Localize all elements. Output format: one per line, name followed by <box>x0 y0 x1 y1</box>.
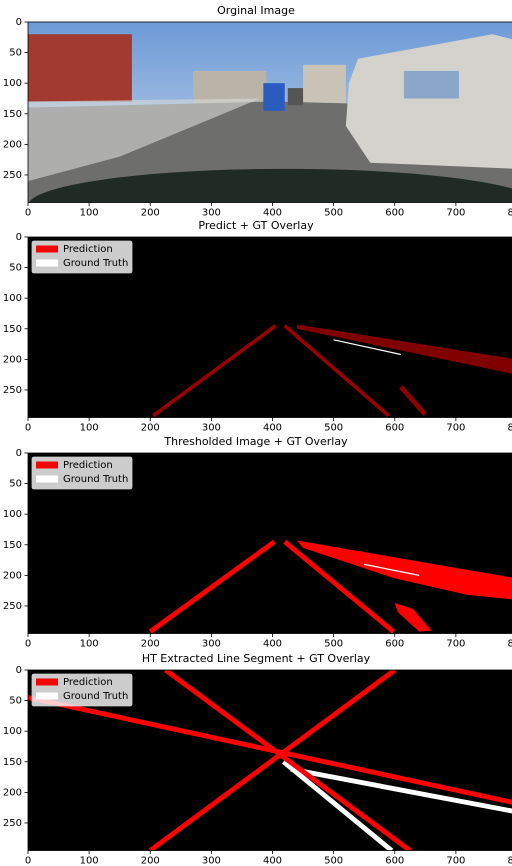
x-tick-label: 300 <box>202 856 221 866</box>
legend-label: Ground Truth <box>63 258 128 269</box>
x-tick-label: 800 <box>507 423 512 434</box>
y-tick-label: 50 <box>9 48 22 59</box>
x-tick-label: 500 <box>324 423 343 434</box>
x-tick-label: 600 <box>385 856 404 866</box>
figure: Orginal Image010020030040050060070080005… <box>0 0 512 866</box>
legend-swatch <box>36 260 58 267</box>
y-tick-label: 250 <box>3 818 22 829</box>
x-tick-label: 400 <box>263 856 282 866</box>
x-tick-label: 400 <box>263 423 282 434</box>
x-tick-label: 200 <box>141 639 160 650</box>
y-tick-label: 100 <box>3 509 22 520</box>
y-tick-label: 150 <box>3 324 22 335</box>
x-tick-label: 800 <box>507 856 512 866</box>
x-tick-label: 600 <box>385 639 404 650</box>
y-tick-label: 100 <box>3 78 22 89</box>
y-tick-label: 0 <box>16 232 22 243</box>
x-tick-label: 300 <box>202 639 221 650</box>
x-tick-label: 400 <box>263 639 282 650</box>
x-tick-label: 500 <box>324 208 343 219</box>
y-tick-label: 250 <box>3 601 22 612</box>
x-tick-label: 100 <box>80 856 99 866</box>
legend-label: Prediction <box>63 244 113 255</box>
x-tick-label: 0 <box>25 423 31 434</box>
x-tick-label: 200 <box>141 208 160 219</box>
x-tick-label: 300 <box>202 208 221 219</box>
legend-label: Ground Truth <box>63 474 128 485</box>
chart-title: Thresholded Image + GT Overlay <box>163 435 348 448</box>
legend-swatch <box>36 462 58 469</box>
x-tick-label: 800 <box>507 639 512 650</box>
chart-title: Orginal Image <box>217 4 295 17</box>
y-tick-label: 200 <box>3 354 22 365</box>
x-tick-label: 500 <box>324 639 343 650</box>
x-tick-label: 600 <box>385 423 404 434</box>
legend-label: Prediction <box>63 677 113 688</box>
x-tick-label: 700 <box>446 208 465 219</box>
y-tick-label: 50 <box>9 696 22 707</box>
x-tick-label: 200 <box>141 423 160 434</box>
x-tick-label: 800 <box>507 208 512 219</box>
y-tick-label: 50 <box>9 479 22 490</box>
y-tick-label: 0 <box>16 17 22 28</box>
x-tick-label: 200 <box>141 856 160 866</box>
x-tick-label: 400 <box>263 208 282 219</box>
legend-label: Prediction <box>63 460 113 471</box>
legend-swatch <box>36 679 58 686</box>
legend-label: Ground Truth <box>63 691 128 702</box>
y-tick-label: 50 <box>9 263 22 274</box>
x-tick-label: 600 <box>385 208 404 219</box>
y-tick-label: 200 <box>3 139 22 150</box>
y-tick-label: 100 <box>3 293 22 304</box>
x-tick-label: 0 <box>25 856 31 866</box>
y-tick-label: 150 <box>3 109 22 120</box>
x-tick-label: 700 <box>446 856 465 866</box>
y-tick-label: 0 <box>16 448 22 459</box>
y-tick-label: 0 <box>16 665 22 676</box>
y-tick-label: 150 <box>3 540 22 551</box>
x-tick-label: 700 <box>446 639 465 650</box>
x-tick-label: 700 <box>446 423 465 434</box>
y-tick-label: 200 <box>3 787 22 798</box>
legend-swatch <box>36 693 58 700</box>
legend-swatch <box>36 476 58 483</box>
y-tick-label: 250 <box>3 385 22 396</box>
x-tick-label: 500 <box>324 856 343 866</box>
x-tick-label: 100 <box>80 639 99 650</box>
x-tick-label: 100 <box>80 423 99 434</box>
legend-swatch <box>36 246 58 253</box>
chart-title: Predict + GT Overlay <box>198 219 314 232</box>
y-tick-label: 150 <box>3 757 22 768</box>
y-tick-label: 200 <box>3 570 22 581</box>
chart-title: HT Extracted Line Segment + GT Overlay <box>142 652 371 665</box>
y-tick-label: 100 <box>3 726 22 737</box>
y-tick-label: 250 <box>3 170 22 181</box>
x-tick-label: 300 <box>202 423 221 434</box>
x-tick-label: 0 <box>25 208 31 219</box>
x-tick-label: 0 <box>25 639 31 650</box>
x-tick-label: 100 <box>80 208 99 219</box>
